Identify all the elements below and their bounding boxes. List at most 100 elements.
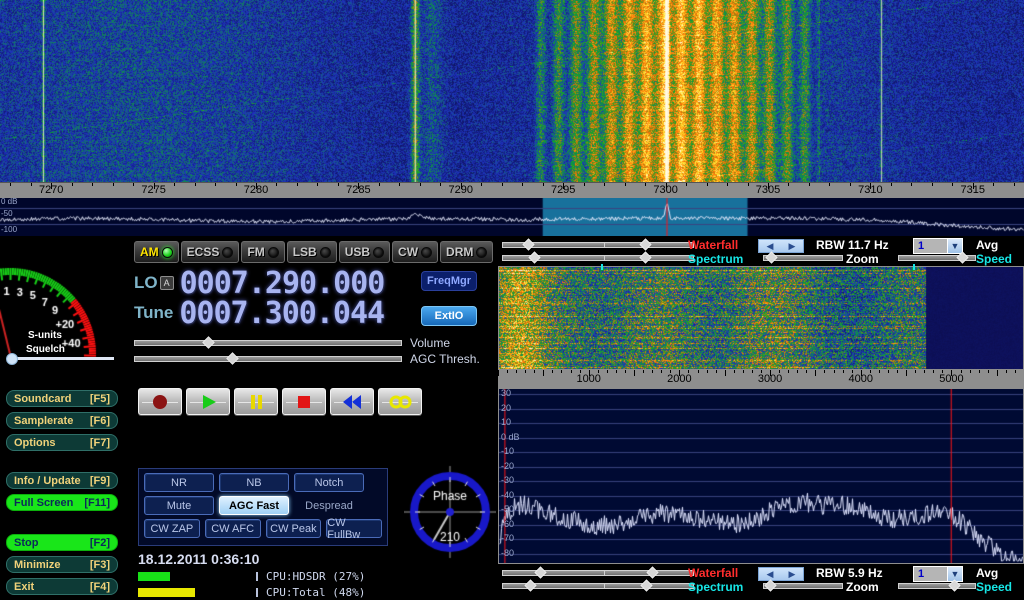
af-tick-minor — [960, 370, 962, 373]
rf-spectrum-main[interactable]: 0 dB -50 -100 — [0, 197, 1024, 236]
top-spectrum-contrast-knob[interactable] — [528, 251, 541, 264]
play-button[interactable] — [186, 388, 230, 415]
audio-spectrum[interactable]: 30 20 10 0 dB -10 -20 -30 -40 -50 -60 -70 -80 — [498, 388, 1024, 564]
bottom-spectrum-brightness-knob[interactable] — [640, 579, 653, 592]
left-button-minimize[interactable]: Minimize [F3] — [6, 556, 118, 573]
bottom-waterfall-brightness-knob[interactable] — [646, 566, 660, 579]
stop-button[interactable] — [282, 388, 326, 415]
volume-slider[interactable] — [134, 336, 402, 349]
s-meter-units-label: S-units — [28, 330, 62, 341]
dsp-button-notch[interactable]: Notch — [294, 473, 364, 492]
squelch-slider-knob[interactable] — [6, 353, 18, 365]
dsp-button-cw-fullbw[interactable]: CW FullBw — [326, 517, 382, 541]
rewind-button[interactable] — [330, 388, 374, 415]
volume-slider-knob[interactable] — [202, 336, 216, 349]
top-spectrum-brightness-knob[interactable] — [638, 251, 652, 264]
bottom-speed-knob[interactable] — [948, 579, 961, 592]
bottom-zoom-knob[interactable] — [764, 579, 777, 592]
left-arrow-icon[interactable]: ◀ — [766, 240, 774, 251]
top-waterfall-stepper[interactable]: ◀ ▶ — [758, 239, 804, 253]
freq-manager-button[interactable]: FreqMgr — [421, 271, 477, 291]
left-button-stop[interactable]: Stop [F2] — [6, 534, 118, 551]
bottom-avg-dropdown[interactable]: 1 ▼ — [913, 566, 963, 582]
left-button-samplerate[interactable]: Samplerate [F6] — [6, 412, 118, 429]
bottom-waterfall-contrast-knob[interactable] — [534, 566, 547, 579]
mode-button-am[interactable]: AM — [134, 241, 179, 263]
left-button-soundcard[interactable]: Soundcard [F5] — [6, 390, 118, 407]
bottom-spectrum-contrast-knob[interactable] — [524, 579, 537, 592]
dsp-button-despread[interactable]: Despread — [305, 499, 353, 512]
bottom-spectrum-brightness-slider[interactable] — [604, 579, 694, 592]
lo-frequency-value[interactable]: 0007.290.000 — [179, 265, 386, 301]
top-spectrum-brightness-slider[interactable] — [604, 251, 694, 264]
squelch-slider[interactable] — [4, 352, 116, 365]
rf-frequency-scale[interactable]: 7270 7275 7280 7285 7290 7295 7300 7305 7310 7315 — [0, 182, 1024, 198]
mode-button-label: DRM — [446, 245, 474, 259]
left-button-exit[interactable]: Exit [F4] — [6, 578, 118, 595]
tune-frequency-row[interactable]: Tune 0007.300.044 — [134, 295, 434, 331]
bottom-spectrum-contrast-slider[interactable] — [502, 579, 610, 592]
top-zoom-knob[interactable] — [765, 251, 779, 264]
top-waterfall-brightness-knob[interactable] — [638, 238, 652, 251]
loop-button[interactable] — [378, 388, 422, 415]
dsp-button-nr[interactable]: NR — [144, 473, 214, 492]
scale-tick-minor — [624, 183, 626, 186]
mode-button-lsb[interactable]: LSB — [286, 241, 337, 263]
agc-threshold-slider-knob[interactable] — [225, 352, 239, 365]
audio-frequency-scale[interactable]: 1000 2000 3000 4000 5000 — [498, 370, 1024, 388]
top-waterfall-brightness-slider[interactable] — [604, 238, 694, 251]
mode-button-cw[interactable]: CW — [392, 241, 439, 263]
mode-led-icon — [222, 246, 234, 258]
top-waterfall-contrast-slider[interactable] — [502, 238, 610, 251]
af-tick-minor — [869, 370, 871, 373]
scale-tick-minor — [296, 183, 298, 186]
top-avg-dropdown[interactable]: 1 ▼ — [913, 238, 963, 254]
top-speed-knob[interactable] — [956, 251, 969, 264]
left-button-label: Options — [14, 436, 56, 449]
bottom-speed-slider[interactable] — [898, 579, 976, 592]
top-speed-slider[interactable] — [898, 251, 976, 264]
left-button-full-screen[interactable]: Full Screen [F11] — [6, 494, 118, 511]
extio-button[interactable]: ExtIO — [421, 306, 477, 326]
bottom-waterfall-stepper[interactable]: ◀ ▶ — [758, 567, 804, 581]
right-arrow-icon[interactable]: ▶ — [788, 240, 796, 251]
af-tick-minor — [824, 370, 826, 373]
bottom-waterfall-brightness-slider[interactable] — [604, 566, 694, 579]
mode-button-drm[interactable]: DRM — [440, 241, 494, 263]
dsp-button-cw-afc[interactable]: CW AFC — [204, 519, 261, 538]
dsp-button-agc-fast[interactable]: AGC Fast — [219, 496, 289, 515]
left-button-options[interactable]: Options [F7] — [6, 434, 118, 451]
record-button[interactable] — [138, 388, 182, 415]
lo-band-badge[interactable]: A — [159, 276, 174, 290]
bottom-avg-label: Avg — [976, 566, 999, 580]
dsp-button-mute[interactable]: Mute — [144, 496, 214, 515]
left-arrow-icon[interactable]: ◀ — [766, 568, 774, 579]
mode-button-label: LSB — [292, 245, 317, 259]
lo-frequency-row[interactable]: LO A 0007.290.000 — [134, 265, 434, 301]
transport-controls — [138, 388, 422, 415]
mode-button-fm[interactable]: FM — [241, 241, 285, 263]
chevron-down-icon[interactable]: ▼ — [947, 239, 962, 253]
dsp-button-nb[interactable]: NB — [219, 473, 289, 492]
left-button-info-update[interactable]: Info / Update [F9] — [6, 472, 118, 489]
af-tick-minor — [516, 370, 518, 373]
top-zoom-slider[interactable] — [763, 251, 843, 264]
dsp-button-cw-zap[interactable]: CW ZAP — [144, 519, 200, 538]
scale-label: 7285 — [346, 184, 371, 196]
dsp-button-cw-peak[interactable]: CW Peak — [265, 519, 322, 538]
mode-button-ecss[interactable]: ECSS — [180, 241, 240, 263]
af-tick-minor — [1005, 370, 1007, 373]
tune-frequency-value[interactable]: 0007.300.044 — [179, 295, 385, 331]
bottom-zoom-slider[interactable] — [763, 579, 843, 592]
top-spectrum-contrast-slider[interactable] — [502, 251, 610, 264]
agc-threshold-slider[interactable] — [134, 352, 402, 365]
right-arrow-icon[interactable]: ▶ — [788, 568, 796, 579]
mode-button-usb[interactable]: USB — [338, 241, 391, 263]
chevron-down-icon[interactable]: ▼ — [947, 567, 962, 581]
rf-waterfall-secondary[interactable] — [498, 266, 1024, 370]
pause-button[interactable] — [234, 388, 278, 415]
rf-waterfall-main[interactable] — [0, 0, 1024, 182]
af-tick-major — [588, 370, 590, 376]
top-waterfall-contrast-knob[interactable] — [522, 238, 535, 251]
bottom-waterfall-contrast-slider[interactable] — [502, 566, 610, 579]
